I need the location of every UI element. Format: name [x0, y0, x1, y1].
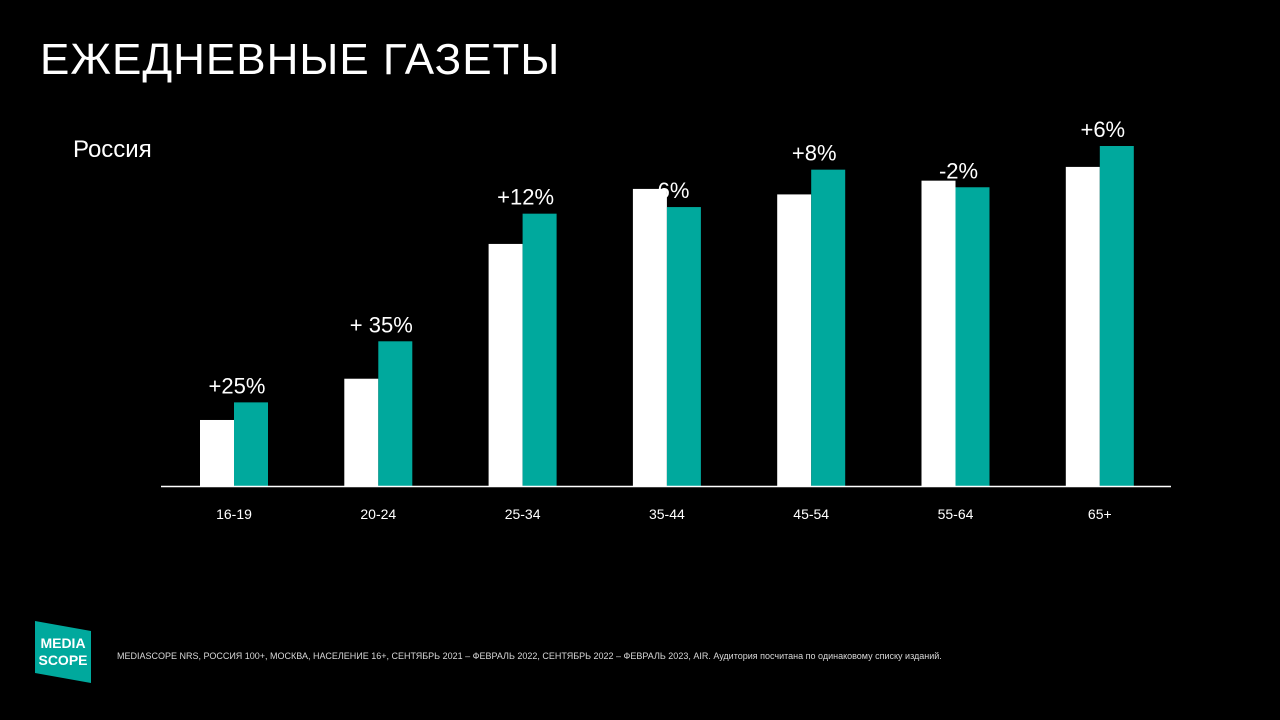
x-tick-label: 25-34: [505, 506, 541, 522]
bar: [777, 194, 812, 486]
mediascope-logo: MEDIA SCOPE: [35, 621, 91, 683]
data-label: -6%: [650, 178, 689, 203]
logo-text-line1: MEDIA: [40, 635, 85, 651]
data-label: +6%: [1080, 117, 1125, 142]
bar-chart: +25% 16-19 + 35% 20-24 +12% 25-34 -6% 35-44 +8% 4…: [161, 117, 1171, 522]
bar: [378, 341, 413, 486]
x-tick-label: 55-64: [938, 506, 974, 522]
data-label: + 35%: [350, 312, 413, 337]
bar: [200, 419, 234, 486]
data-label: +8%: [792, 141, 837, 166]
chart-subtitle: Россия: [73, 136, 152, 163]
data-label: +25%: [209, 373, 266, 398]
x-tick-label: 45-54: [793, 506, 829, 522]
x-tick-label: 16-19: [216, 506, 252, 522]
bar: [234, 402, 268, 486]
page-title: ЕЖЕДНЕВНЫЕ ГАЗЕТЫ: [40, 35, 561, 84]
bar: [522, 213, 557, 486]
bar: [955, 187, 990, 486]
logo-text-line2: SCOPE: [38, 652, 87, 668]
x-tick-label: 65+: [1088, 506, 1112, 522]
x-tick-label: 20-24: [360, 506, 396, 522]
x-tick-label: 35-44: [649, 506, 685, 522]
data-label: +12%: [497, 185, 554, 210]
source-footnote: MEDIASCOPE NRS, РОССИЯ 100+, МОСКВА, НАС…: [117, 651, 942, 661]
data-label: -2%: [939, 158, 978, 183]
bar: [666, 207, 701, 486]
bar: [488, 243, 523, 486]
bar: [811, 169, 846, 486]
logo-shape: [35, 621, 91, 683]
bar: [632, 188, 667, 486]
bar: [344, 378, 379, 486]
bar: [921, 180, 956, 486]
bar: [1099, 146, 1134, 486]
bar: [1065, 166, 1100, 487]
